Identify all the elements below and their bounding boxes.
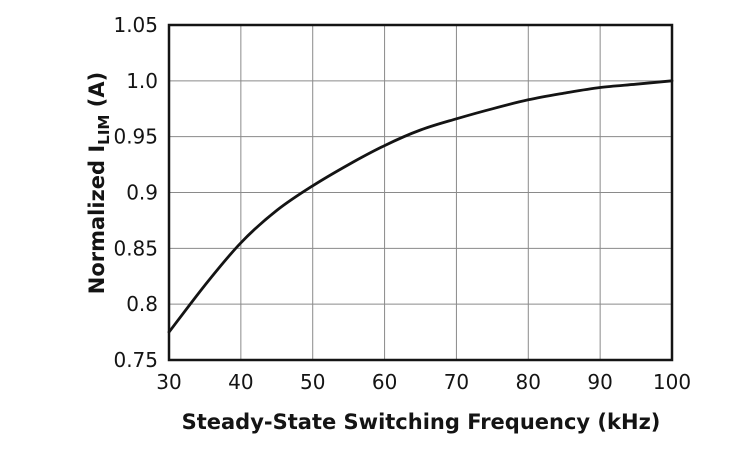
y-axis-title-suffix: (A) [84, 71, 109, 115]
y-tick-label: 0.95 [113, 125, 158, 149]
y-axis-title-subscript: LIM [95, 114, 114, 145]
x-tick-label: 70 [444, 370, 469, 394]
y-tick-label: 0.8 [126, 292, 158, 316]
y-axis-title: Normalized ILIM (A) [85, 72, 113, 295]
x-tick-label: 90 [587, 370, 612, 394]
x-tick-label: 60 [372, 370, 397, 394]
y-axis-title-prefix: Normalized I [84, 144, 109, 295]
x-tick-label: 100 [653, 370, 691, 394]
y-tick-label: 1.0 [126, 69, 158, 93]
plot-frame [167, 23, 674, 362]
y-tick-label: 0.85 [113, 236, 158, 260]
y-tick-label: 0.75 [113, 348, 158, 372]
x-tick-label: 80 [516, 370, 541, 394]
x-axis-title: Steady-State Switching Frequency (kHz) [181, 410, 661, 434]
x-tick-label: 50 [300, 370, 325, 394]
x-tick-label: 30 [156, 370, 181, 394]
y-tick-label: 1.05 [113, 13, 158, 37]
x-tick-label: 40 [228, 370, 253, 394]
data-curve-normalized-current-limit [167, 79, 674, 334]
y-tick-label: 0.9 [126, 181, 158, 205]
